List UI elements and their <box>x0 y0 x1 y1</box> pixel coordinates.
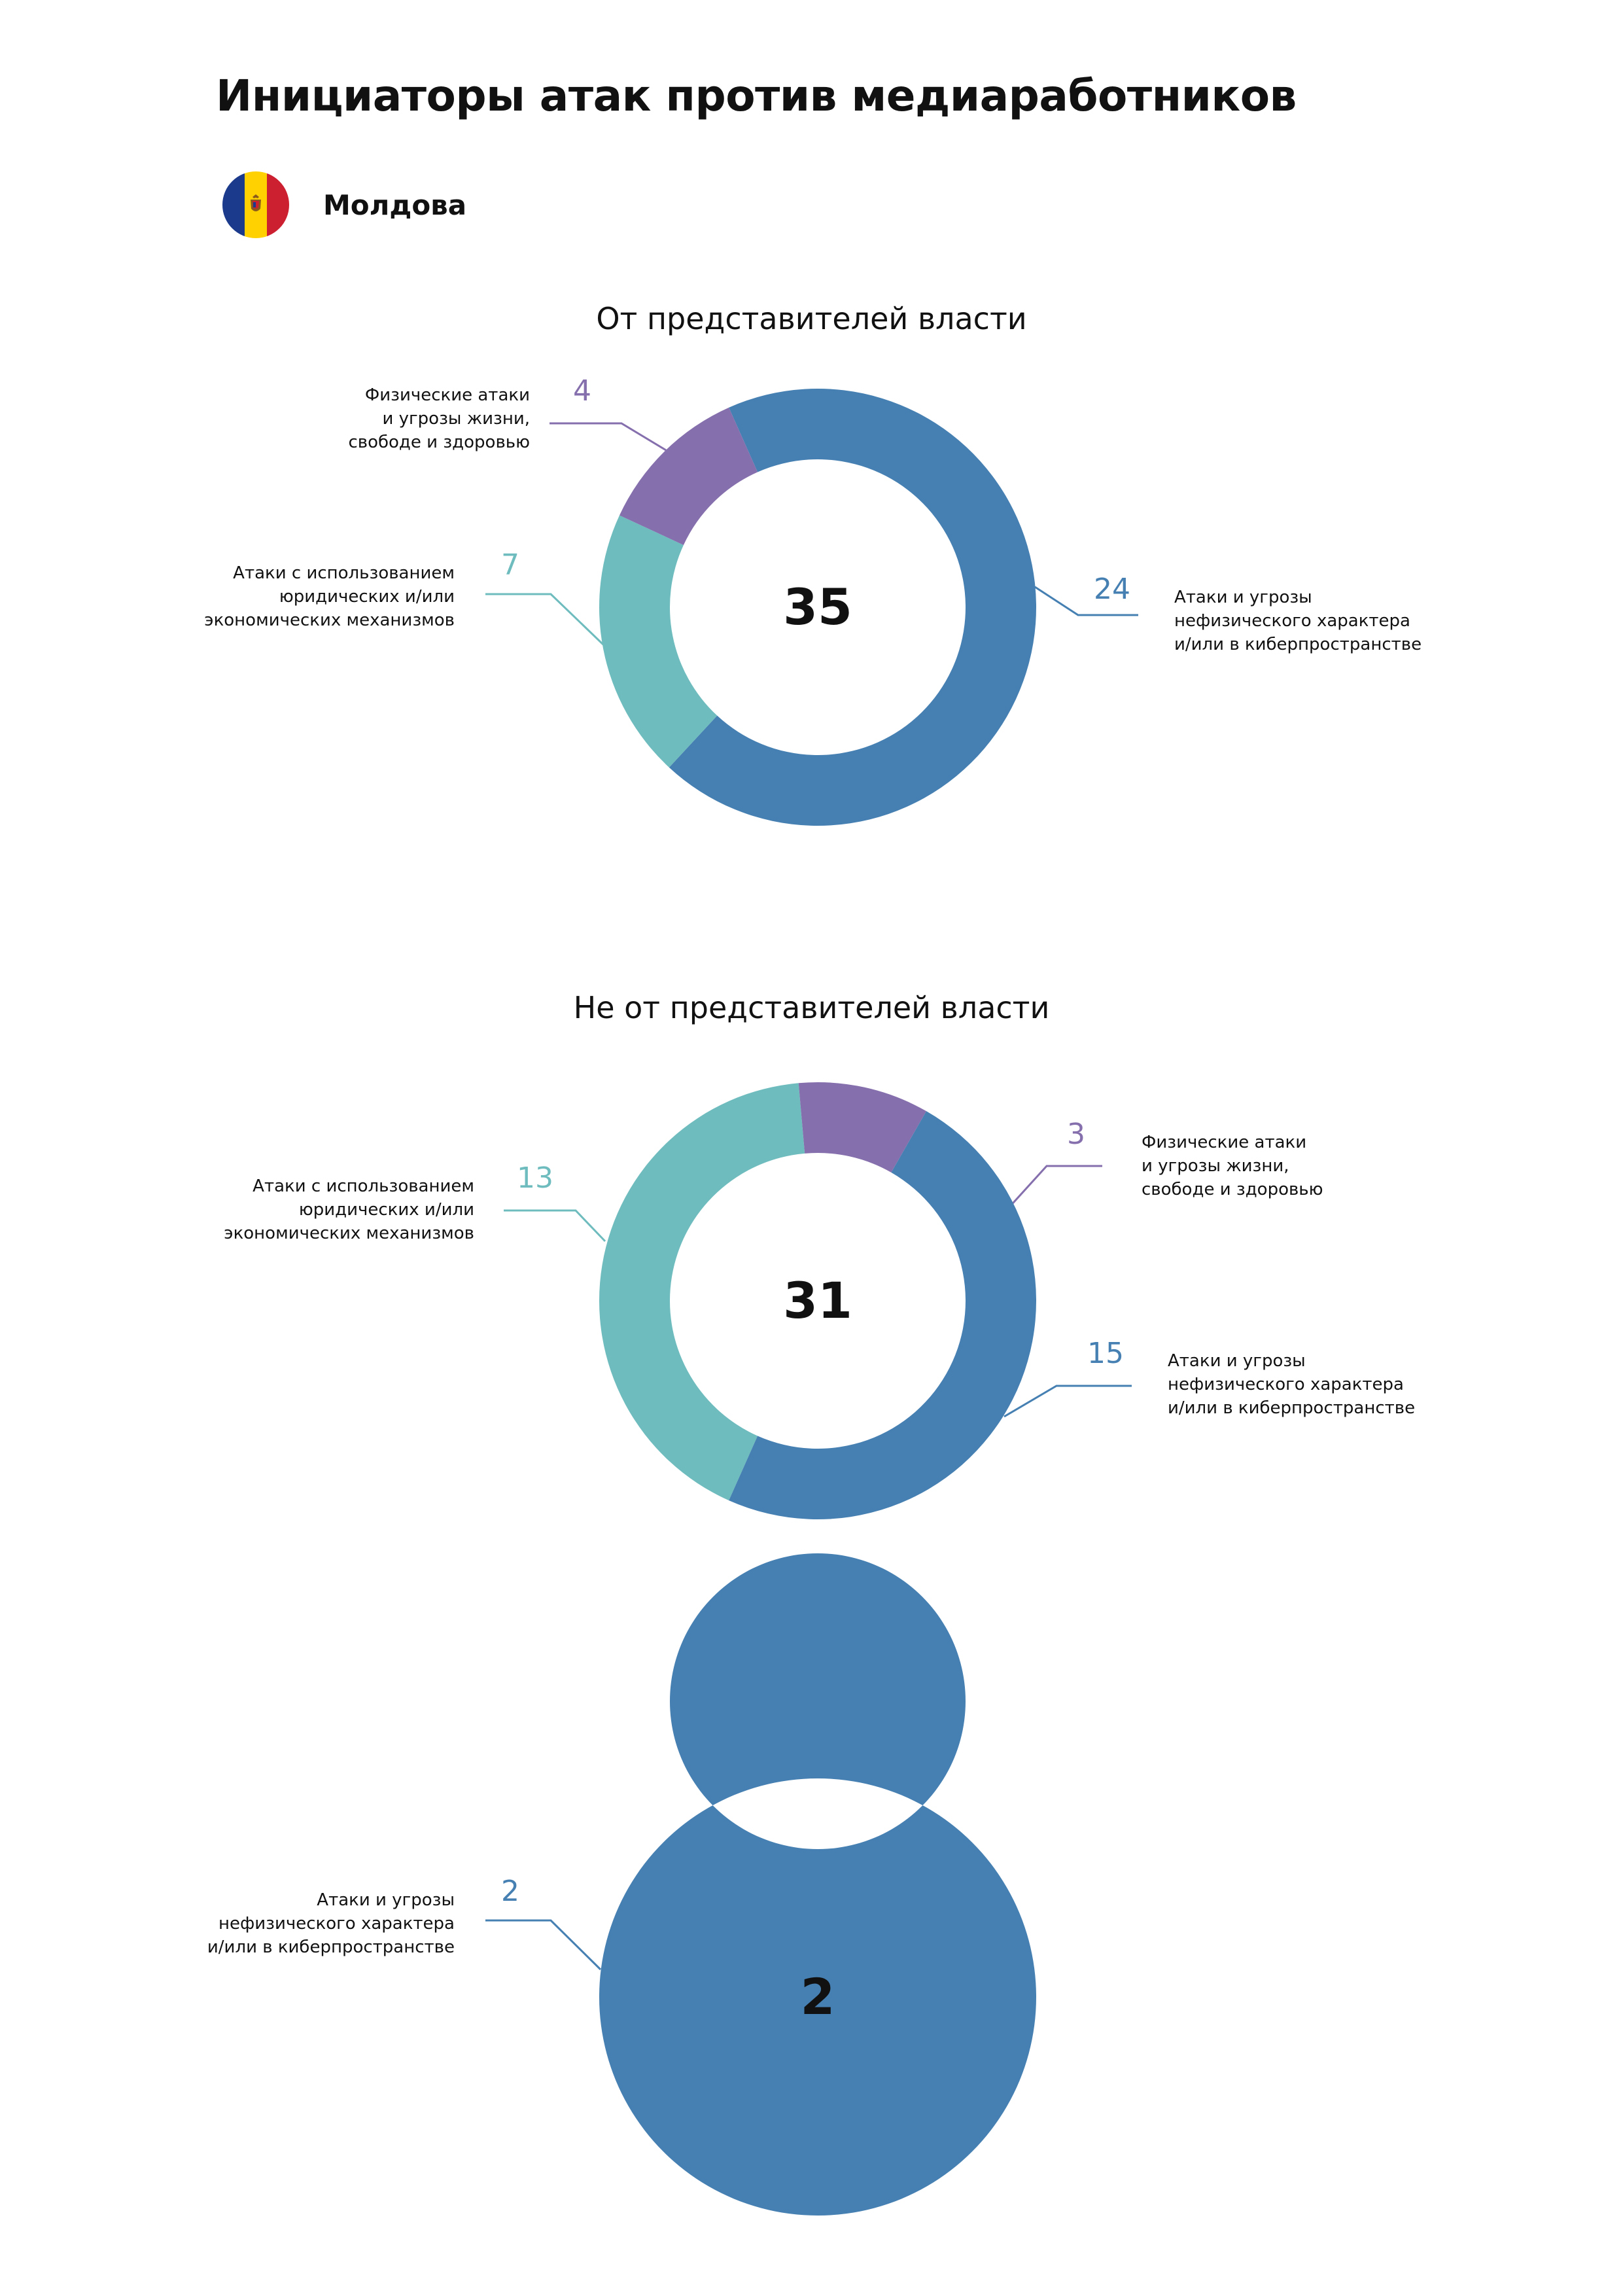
page-title: Инициаторы атак против медиаработников <box>216 71 1297 121</box>
chart-1-leader-line-3 <box>550 422 667 451</box>
chart-1-value-label-1: 24 <box>1094 573 1130 606</box>
chart-3-total: 2 <box>801 1968 835 2026</box>
chart-2-category-label-1: Атаки с использованием юридических и/или… <box>224 1176 474 1243</box>
chart-1-leader-line-2 <box>485 593 604 646</box>
chart-2-slice-2 <box>798 1082 927 1173</box>
chart-3-leader-line-1 <box>485 1919 602 1971</box>
chart-1-category-label-3: Физические атаки и угрозы жизни, свободе… <box>348 385 530 452</box>
chart-2-category-label-3: Атаки и угрозы нефизического характера и… <box>1168 1351 1416 1418</box>
chart-2-title: Не от представителей власти <box>573 990 1050 1025</box>
chart-1-leader-line-1 <box>1034 586 1138 616</box>
chart-1-slice-1 <box>669 388 1036 826</box>
chart-2-value-label-3: 15 <box>1087 1337 1124 1370</box>
chart-1-value-label-3: 4 <box>573 374 591 408</box>
chart-3-category-label-1: Атаки и угрозы нефизического характера и… <box>207 1890 455 1957</box>
chart-3-value-label-1: 2 <box>501 1875 519 1908</box>
chart-2-slice-1 <box>599 1083 805 1501</box>
chart-1-category-label-1: Атаки и угрозы нефизического характера и… <box>1174 588 1422 654</box>
chart-1-title: От представителей власти <box>596 301 1027 336</box>
coat-of-arms-icon <box>251 194 261 211</box>
chart-2-total: 31 <box>783 1271 852 1330</box>
country-header: Молдова <box>222 169 466 241</box>
chart-3-slice-1 <box>599 1553 1036 2216</box>
chart-1-value-label-2: 7 <box>501 548 519 582</box>
chart-1-category-label-2: Атаки с использованием юридических и/или… <box>204 563 455 630</box>
chart-2-leader-line-3 <box>1003 1385 1132 1418</box>
chart-1-slice-2 <box>599 515 718 768</box>
chart-2-category-label-2: Физические атаки и угрозы жизни, свободе… <box>1142 1133 1323 1199</box>
chart-2-value-label-1: 13 <box>517 1161 553 1195</box>
country-name: Молдова <box>323 188 467 221</box>
chart-1-total: 35 <box>783 578 852 636</box>
chart-1-slice-3 <box>619 407 758 545</box>
chart-2-leader-line-1 <box>504 1209 606 1243</box>
chart-2-slice-3 <box>729 1111 1036 1520</box>
chart-2-value-label-2: 3 <box>1067 1118 1085 1151</box>
